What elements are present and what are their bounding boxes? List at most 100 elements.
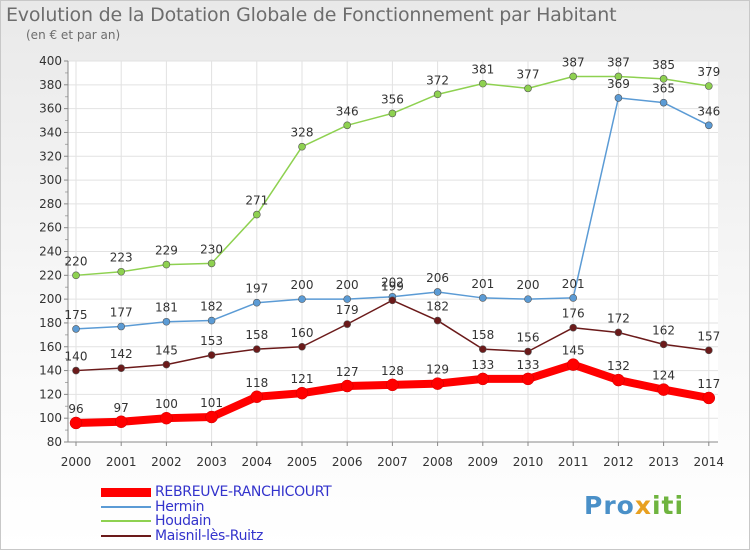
y-tick-label: 100 [39,411,62,425]
x-tick-label: 2013 [648,455,679,469]
y-tick-label: 80 [47,435,62,449]
data-label: 145 [562,344,585,358]
data-label: 158 [471,328,494,342]
data-point [253,210,261,219]
data-label: 121 [291,372,314,386]
data-label: 124 [652,369,675,383]
x-tick-label: 2007 [377,455,408,469]
data-label: 230 [200,242,223,256]
data-point [476,372,490,386]
data-label: 177 [110,306,133,320]
y-tick-label: 200 [39,292,62,306]
data-label: 182 [200,300,223,314]
data-point [524,84,532,93]
data-point [433,288,442,296]
legend-label: Houdain [155,513,212,529]
y-tick-label: 300 [39,173,62,187]
data-label: 145 [155,344,178,358]
data-point [433,316,442,325]
data-label: 100 [155,397,178,411]
x-tick-label: 2001 [106,455,137,469]
data-label: 200 [291,278,314,292]
data-point [524,347,532,356]
data-label: 381 [471,63,494,77]
data-label: 387 [607,55,630,69]
y-tick-label: 340 [39,125,62,139]
data-label: 387 [562,55,585,69]
data-label: 156 [517,331,540,345]
data-point [478,79,487,88]
data-point [298,142,306,151]
data-point [614,328,623,337]
y-tick-label: 240 [39,245,62,259]
y-tick-label: 380 [39,78,62,92]
data-point [117,322,125,331]
data-label: 229 [155,244,178,258]
data-label: 200 [517,278,540,292]
data-point [253,345,261,353]
data-point [704,121,713,130]
data-point [253,298,261,307]
data-label: 153 [200,334,223,348]
data-label: 197 [245,282,268,296]
data-label: 162 [652,323,675,337]
data-point [612,373,625,387]
data-point [386,378,399,392]
data-label: 201 [562,277,585,291]
x-tick-label: 2006 [332,455,363,469]
data-point [388,109,397,118]
data-label: 181 [155,301,178,315]
data-label: 271 [245,194,268,208]
data-point [295,386,309,400]
data-point [160,411,173,425]
legend-swatch [101,534,151,537]
logo-part-1: Pro [584,491,635,520]
data-label: 118 [245,376,268,390]
data-label: 182 [426,300,449,314]
data-point [659,75,668,83]
data-point [207,351,216,359]
data-label: 379 [697,65,720,79]
data-label: 133 [471,358,494,372]
data-label: 128 [381,364,404,378]
data-point [569,294,578,302]
data-label: 172 [607,311,630,325]
data-label: 97 [114,401,129,415]
x-tick-label: 2002 [151,455,182,469]
proxiti-logo: Proxiti [584,491,684,520]
logo-part-3: iti [651,491,685,520]
data-point [343,295,352,303]
data-point [117,364,125,372]
legend-swatch [101,487,151,497]
data-point [72,325,80,333]
data-label: 157 [697,329,720,343]
data-point [569,323,578,332]
chart-title: Evolution de la Dotation Globale de Fonc… [6,4,617,26]
data-label: 328 [291,126,314,140]
data-label-layer: 96 97 100 101 118 121 127 128 129 133 133 145 132 124… [65,55,721,415]
data-point [162,317,171,326]
data-point [117,267,125,276]
data-label: 201 [471,277,494,291]
data-label: 127 [336,365,359,379]
legend-swatch [101,520,151,522]
data-point [298,295,306,303]
data-point [72,271,80,280]
data-point [431,377,444,390]
data-point [205,410,218,424]
data-label: 200 [336,278,359,292]
y-tick-label: 120 [39,387,62,401]
data-point [659,340,668,349]
data-point [614,72,623,81]
data-label: 101 [200,396,223,410]
x-tick-label: 2005 [287,455,318,469]
data-label: 117 [697,377,720,391]
data-point [704,346,713,355]
data-label: 133 [517,358,540,372]
data-label: 377 [517,67,540,81]
x-tick-label: 2010 [513,455,544,469]
data-point [388,296,397,305]
y-tick-label: 220 [39,268,62,282]
